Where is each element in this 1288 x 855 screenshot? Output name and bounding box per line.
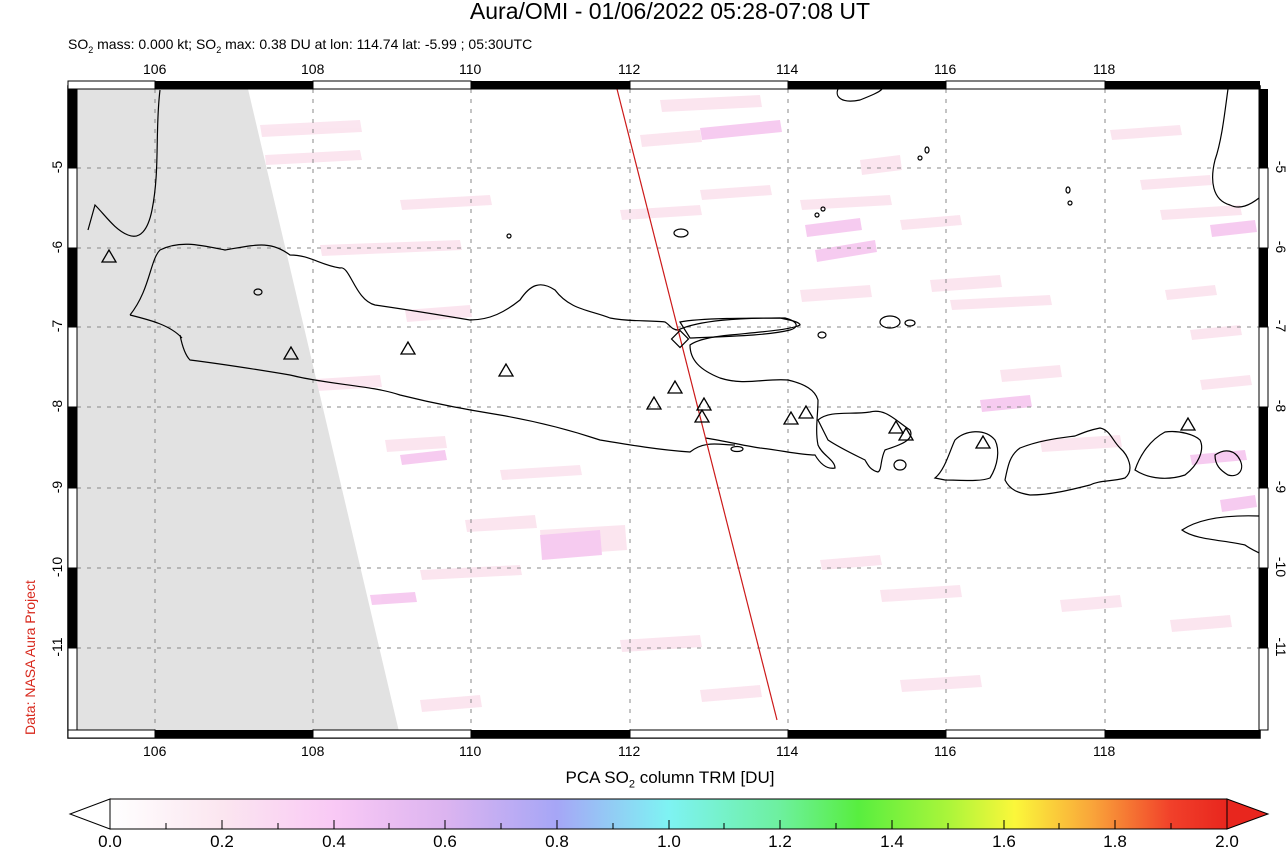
lon-tick-top: 118 [1093, 61, 1116, 77]
left-lat-bar [67, 89, 78, 731]
colorbar-tick: 0.8 [545, 832, 569, 851]
colorbar [68, 798, 1270, 830]
colorbar-tick: 0.6 [433, 832, 457, 851]
lon-tick-bottom: 108 [301, 743, 325, 759]
volcano-markers [100, 248, 1197, 449]
lon-tick-bottom: 110 [459, 743, 482, 759]
lon-tick-top: 114 [776, 61, 799, 77]
lat-tick-left: -10 [49, 556, 65, 578]
colorbar-tick: 0.2 [210, 832, 234, 851]
lon-tick-bottom: 112 [618, 743, 641, 759]
lat-tick-right: -8 [1273, 399, 1288, 413]
so2-max-marker [670, 329, 690, 349]
lon-tick-top: 116 [934, 61, 957, 77]
coastlines [87, 88, 1260, 554]
lat-tick-right: -7 [1273, 319, 1288, 333]
lat-tick-right: -5 [1273, 160, 1288, 174]
lat-tick-left: -8 [49, 399, 65, 413]
so2-pixels [260, 95, 1257, 712]
lat-tick-left: -6 [49, 240, 65, 254]
lon-tick-bottom: 116 [934, 743, 957, 759]
lat-tick-left: -5 [49, 160, 65, 174]
colorbar-tick: 1.2 [768, 832, 792, 851]
lat-tick-right: -6 [1273, 240, 1288, 254]
chart-title: Aura/OMI - 01/06/2022 05:28-07:08 UT [469, 0, 871, 24]
colorbar-tick: 1.4 [880, 832, 904, 851]
lat-tick-left: -9 [49, 480, 65, 494]
colorbar-tick: 1.6 [992, 832, 1016, 851]
lat-tick-left: -11 [49, 637, 65, 657]
chart-subtitle: SO2 mass: 0.000 kt; SO2 max: 0.38 DU at … [68, 36, 533, 55]
orbit-track [616, 88, 778, 721]
lon-tick-top: 112 [618, 61, 641, 77]
graticule [77, 89, 1259, 736]
top-lon-bar [67, 80, 1260, 90]
colorbar-tick: 0.4 [322, 832, 346, 851]
colorbar-tick: 0.0 [98, 832, 122, 851]
lon-tick-top: 110 [459, 61, 482, 77]
colorbar-tick: 1.0 [657, 832, 681, 851]
bottom-lon-bar [67, 729, 1260, 739]
colorbar-tick: 1.8 [1103, 832, 1127, 851]
lon-tick-bottom: 106 [143, 743, 167, 759]
lat-tick-left: -7 [49, 319, 65, 333]
lon-tick-top: 106 [143, 61, 167, 77]
lat-tick-right: -10 [1273, 556, 1288, 578]
no-data-region [77, 89, 400, 736]
right-lat-bar [1258, 89, 1269, 731]
lon-tick-bottom: 118 [1093, 743, 1116, 759]
colorbar-label: PCA SO2 column TRM [DU] [565, 768, 775, 791]
lat-tick-right: -9 [1273, 480, 1288, 494]
lon-tick-bottom: 114 [776, 743, 799, 759]
lon-tick-top: 108 [301, 61, 325, 77]
lat-tick-right: -11 [1273, 637, 1288, 657]
colorbar-tick: 2.0 [1215, 832, 1239, 851]
